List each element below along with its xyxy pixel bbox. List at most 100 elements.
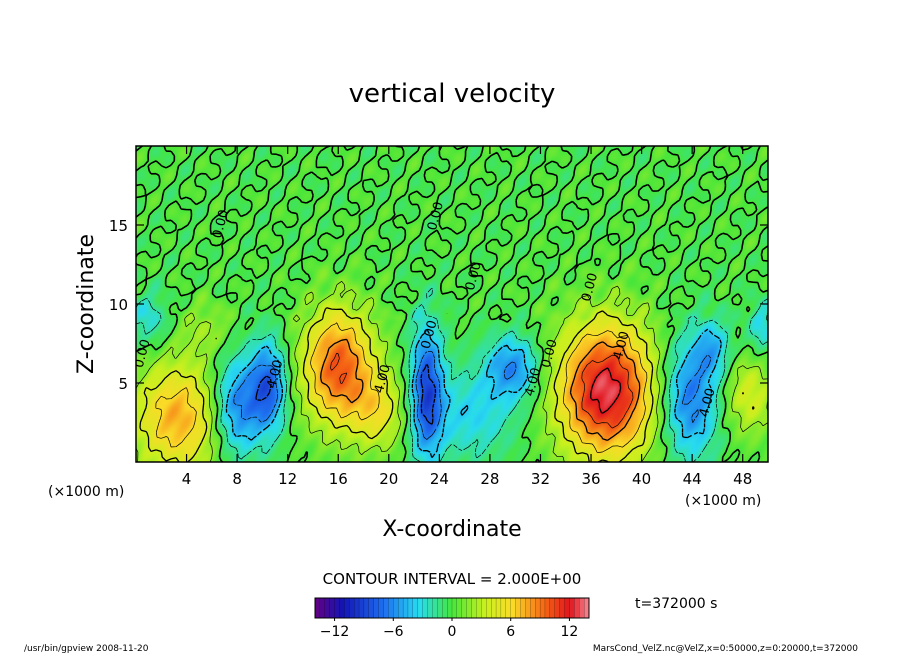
colorbar-cell: [544, 597, 551, 619]
colorbar: −12 −6 0 6 12: [314, 597, 590, 640]
contour-label: 4.00: [522, 366, 544, 398]
contour-label: 0.00: [419, 319, 441, 351]
colorbar-cell: [486, 597, 492, 619]
contour-label: 4.00: [264, 358, 286, 390]
contour-line: [155, 322, 648, 453]
x-tick-label: 32: [531, 470, 550, 488]
y-axis-label: Z-coordinate: [74, 234, 99, 374]
colorbar-cell: [559, 597, 566, 619]
colorbar-cell: [535, 597, 541, 619]
colorbar-cell: [549, 597, 556, 619]
x-tick-label: 8: [232, 470, 242, 488]
colorbar-cell: [491, 597, 497, 619]
colorbar-cell: [476, 597, 482, 619]
contour-line: [225, 328, 722, 459]
colorbar-cell: [574, 597, 580, 619]
contour-label: 0.00: [539, 338, 561, 370]
footer-right: MarsCond_VelZ.nc@VelZ,x=0:50000,z=0:2000…: [593, 644, 858, 654]
contour-line: [136, 288, 768, 462]
colorbar-cell: [495, 597, 502, 619]
x-tick-label: 44: [683, 470, 702, 488]
colorbar-cell: [358, 597, 365, 619]
x-tick-label: 24: [430, 470, 449, 488]
y-tick-label: 15: [109, 217, 128, 235]
footer-left: /usr/bin/gpview 2008-11-20: [24, 644, 149, 654]
colorbar-cells: [314, 597, 590, 619]
x-tick-label: 12: [278, 470, 297, 488]
contour-line: [255, 363, 437, 425]
colorbar-tick-label: 6: [506, 624, 515, 640]
colorbar-cell: [344, 597, 350, 619]
y-tick-label: 10: [109, 296, 128, 314]
y-tick-label: 5: [118, 375, 128, 393]
plot-area: 0.004.00 4.000.000.00 0.000.00 0.000.004.00…: [135, 145, 769, 463]
colorbar-cell: [554, 597, 561, 619]
colorbar-cell: [383, 597, 389, 619]
colorbar-cell: [319, 597, 326, 619]
colorbar-cell: [339, 597, 345, 619]
colorbar-cell: [456, 597, 463, 619]
colorbar-tick-label: −6: [383, 624, 404, 640]
colorbar-cell: [564, 597, 570, 619]
colorbar-cell: [579, 597, 585, 619]
x-tick-label: 48: [733, 470, 752, 488]
contour-label: 4.00: [697, 387, 719, 419]
colorbar-ticks: −12 −6 0 6 12: [320, 618, 578, 640]
colorbar-cell: [407, 597, 414, 619]
colorbar-cell: [569, 597, 575, 619]
colorbar-tick-label: −12: [320, 624, 350, 640]
time-text: t=372000 s: [635, 596, 717, 612]
colorbar-cell: [417, 597, 424, 619]
colorbar-cell: [432, 597, 438, 619]
x-tick-label: 4: [182, 470, 192, 488]
y-axis-ticks: 5 10 15: [109, 217, 768, 393]
colorbar-cell: [402, 597, 409, 619]
colorbar-cell: [363, 597, 370, 619]
contour-interval-text: CONTOUR INTERVAL = 2.000E+00: [323, 570, 582, 588]
colorbar-cell: [471, 597, 477, 619]
colorbar-cell: [530, 597, 536, 619]
colorbar-cell: [393, 597, 399, 619]
contour-line: [136, 281, 768, 462]
x-axis-ticks: 4 8 12 16 20 24 28 32 36 40 44 48: [182, 146, 752, 488]
colorbar-cell: [500, 597, 507, 619]
colorbar-cell: [398, 597, 404, 619]
contour-line: [136, 146, 768, 462]
colorbar-cell: [505, 597, 512, 619]
colorbar-cell: [378, 597, 385, 619]
colorbar-cell: [525, 597, 531, 619]
x-tick-label: 40: [632, 470, 651, 488]
colorbar-cell: [520, 597, 526, 619]
x-unit-left: (×1000 m): [48, 484, 124, 500]
contour-line: [330, 352, 634, 429]
contour-label: 0.00: [463, 260, 485, 292]
contour-line: [233, 351, 712, 440]
colorbar-cell: [461, 597, 468, 619]
chart-title: vertical velocity: [349, 79, 556, 109]
contour-lines: [136, 146, 768, 462]
colorbar-cell: [466, 597, 473, 619]
contour-line: [320, 338, 641, 442]
contour-label: 0.00: [425, 200, 447, 232]
x-axis-label: X-coordinate: [382, 517, 521, 542]
colorbar-cell: [442, 597, 448, 619]
colorbar-cell: [349, 597, 355, 619]
colorbar-cell: [437, 597, 443, 619]
contour-label: 0.00: [579, 271, 601, 303]
contour-line: [590, 367, 622, 414]
colorbar-cell: [388, 597, 394, 619]
colorbar-cell: [412, 597, 419, 619]
x-tick-label: 36: [581, 470, 600, 488]
colorbar-cell: [373, 597, 380, 619]
colorbar-cell: [422, 597, 429, 619]
colorbar-cell: [324, 597, 331, 619]
contour-labels: 0.004.00 4.000.000.00 0.000.00 0.000.004.00…: [136, 200, 719, 419]
colorbar-cell: [539, 597, 546, 619]
colorbar-cell: [329, 597, 336, 619]
x-tick-label: 16: [329, 470, 348, 488]
contour-line: [139, 307, 755, 462]
colorbar-cell: [447, 597, 453, 619]
colorbar-cell: [451, 597, 458, 619]
colorbar-cell: [314, 597, 321, 619]
